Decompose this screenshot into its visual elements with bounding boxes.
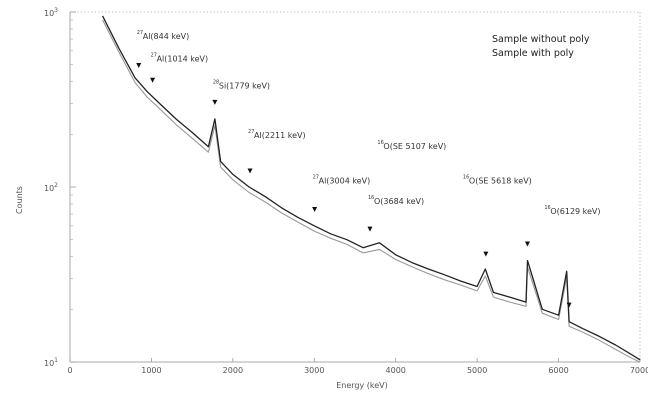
x-tick-label: 3000 — [304, 366, 324, 375]
peak-marker — [483, 251, 489, 257]
legend: Sample without poly Sample with poly — [492, 34, 590, 59]
y-tick-label: 103 — [44, 7, 58, 18]
y-tick-label: 102 — [44, 182, 58, 193]
legend-entry-1: Sample with poly — [492, 48, 574, 59]
annotation-isotope: 27 — [151, 53, 157, 59]
x-axis-title: Energy (keV) — [336, 381, 388, 390]
peak-marker — [367, 226, 373, 232]
annotation-isotope: 28 — [213, 80, 219, 86]
y-tick-label: 101 — [44, 357, 58, 368]
annotation-isotope: 27 — [248, 129, 254, 135]
annotation-isotope: 16 — [377, 140, 383, 146]
annotation-label: Si(1779 keV) — [219, 82, 270, 91]
annotation-label: O(6129 keV) — [550, 207, 600, 216]
peak-marker — [312, 206, 318, 212]
peak-marker — [212, 99, 218, 105]
x-tick-label: 5000 — [467, 366, 487, 375]
peak-marker — [136, 62, 142, 68]
x-tick-label: 7000 — [630, 366, 648, 375]
y-axis-ticks: 103 102 101 — [44, 7, 76, 368]
legend-entry-0: Sample without poly — [492, 34, 590, 45]
peak-marker-layer — [136, 62, 572, 308]
peak-marker — [150, 77, 156, 83]
peak-marker — [566, 302, 572, 308]
x-tick-label: 2000 — [223, 366, 243, 375]
x-tick-label: 4000 — [386, 366, 406, 375]
annotation-label: O(SE 5107 keV) — [383, 142, 446, 151]
series-line-1 — [102, 19, 641, 363]
annotation-label: Al(1014 keV) — [157, 55, 209, 64]
annotation-layer: 27 Al(844 keV)27 Al(1014 keV)28 Si(1779 keV… — [137, 30, 601, 216]
x-tick-label: 1000 — [141, 366, 161, 375]
annotation-label: O(SE 5618 keV) — [469, 176, 532, 185]
peak-marker — [524, 241, 530, 247]
annotation-label: O(3684 keV) — [374, 197, 424, 206]
annotation-isotope: 16 — [544, 205, 550, 211]
series-layer — [102, 15, 641, 363]
y-axis-title: Counts — [15, 186, 24, 214]
annotation-isotope: 27 — [137, 30, 143, 36]
annotation-isotope: 27 — [313, 174, 319, 180]
plot-frame — [69, 11, 641, 363]
annotation-isotope: 16 — [368, 195, 374, 201]
x-tick-label: 0 — [67, 366, 72, 375]
annotation-label: Al(844 keV) — [143, 32, 190, 41]
annotation-label: Al(2211 keV) — [254, 131, 306, 140]
annotation-label: Al(3004 keV) — [319, 176, 371, 185]
series-line-0 — [102, 15, 641, 361]
x-axis-ticks: 0 1000 2000 3000 4000 5000 6000 7000 — [67, 358, 648, 375]
x-tick-label: 6000 — [548, 366, 568, 375]
peak-marker — [247, 168, 253, 174]
annotation-isotope: 16 — [463, 174, 469, 180]
